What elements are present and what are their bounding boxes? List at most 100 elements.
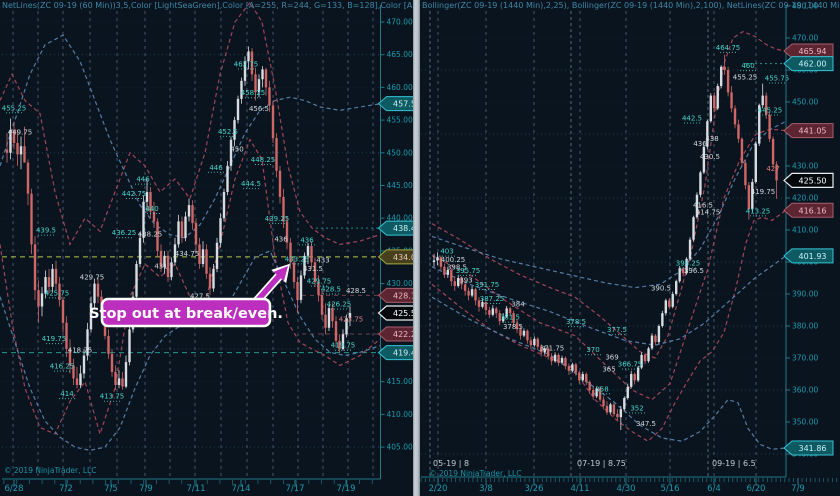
svg-text:390.00: 390.00 xyxy=(792,290,818,299)
svg-text:440: 440 xyxy=(145,205,158,213)
svg-text:7/11: 7/11 xyxy=(186,484,205,494)
svg-text:370: 370 xyxy=(586,346,599,354)
svg-text:418.75: 418.75 xyxy=(68,346,93,354)
svg-text:09-19 | 6.5: 09-19 | 6.5 xyxy=(712,459,756,468)
price-badge-441.05: 441.05 xyxy=(783,123,834,139)
svg-text:460: 460 xyxy=(741,62,754,70)
svg-text:365: 365 xyxy=(602,365,615,373)
svg-text:413.25: 413.25 xyxy=(746,207,771,215)
svg-text:398.5: 398.5 xyxy=(447,264,467,272)
price-badge-425.50: 425.50 xyxy=(783,172,834,188)
time-axis[interactable]: 6/28 7/2 7/5 7/9 7/11 7/14 7/17 7/19 xyxy=(2,478,381,494)
svg-text:415.00: 415.00 xyxy=(387,377,413,386)
rollover-separators xyxy=(429,11,709,477)
svg-text:390.5: 390.5 xyxy=(651,284,671,292)
svg-text:395.75: 395.75 xyxy=(456,267,481,275)
svg-text:347.5: 347.5 xyxy=(636,420,656,428)
svg-text:405.00: 405.00 xyxy=(387,443,413,452)
svg-text:436: 436 xyxy=(693,140,707,148)
svg-text:378.5: 378.5 xyxy=(566,318,586,326)
svg-text:416.16: 416.16 xyxy=(799,206,827,215)
svg-text:398.25: 398.25 xyxy=(676,260,701,268)
svg-text:05-19 | 8: 05-19 | 8 xyxy=(433,459,469,468)
svg-text:366.75: 366.75 xyxy=(618,361,643,369)
svg-text:387.25: 387.25 xyxy=(480,295,505,303)
svg-text:7/9: 7/9 xyxy=(791,484,805,494)
svg-text:428.19: 428.19 xyxy=(393,291,413,300)
svg-text:431.5: 431.5 xyxy=(303,265,323,273)
svg-text:430.5: 430.5 xyxy=(700,153,720,161)
svg-text:445.00: 445.00 xyxy=(387,181,413,190)
svg-text:3/8: 3/8 xyxy=(479,484,493,494)
svg-text:433: 433 xyxy=(316,257,329,265)
svg-text:434.09: 434.09 xyxy=(393,253,413,262)
copyright-label: © 2019 NinjaTrader, LLC xyxy=(429,469,522,478)
indicator-bands xyxy=(431,30,787,450)
svg-text:6/20: 6/20 xyxy=(746,484,765,494)
svg-text:416.5: 416.5 xyxy=(693,201,713,209)
svg-text:460.00: 460.00 xyxy=(387,83,413,92)
svg-text:Stop out at break/even.: Stop out at break/even. xyxy=(89,306,283,322)
callout-annotation[interactable]: Stop out at break/even. xyxy=(89,263,290,328)
svg-text:429.75: 429.75 xyxy=(80,274,105,282)
price-badges: 465.94 462.00 441.05 425.50 416.16 401.93 341.… xyxy=(783,43,834,456)
price-axis[interactable]: 480.00470.00460.00450.00440.00430.00420.… xyxy=(785,2,818,478)
svg-text:419.75: 419.75 xyxy=(42,335,67,343)
svg-text:403: 403 xyxy=(440,248,453,256)
svg-text:3/26: 3/26 xyxy=(524,484,543,494)
svg-text:7/17: 7/17 xyxy=(285,484,304,494)
candlesticks xyxy=(432,54,778,430)
svg-text:7/14: 7/14 xyxy=(231,484,250,494)
svg-text:350.00: 350.00 xyxy=(792,418,818,427)
svg-text:371.75: 371.75 xyxy=(540,345,565,353)
svg-text:425.50: 425.50 xyxy=(393,309,413,318)
svg-text:438: 438 xyxy=(705,135,718,143)
svg-text:440.00: 440.00 xyxy=(387,214,413,223)
chart-canvas-60min[interactable]: 455.25 449.75 439.5 425.75 419.75 416.25 414 41… xyxy=(0,0,413,496)
svg-text:410.00: 410.00 xyxy=(387,410,413,419)
value-labels: 455.25 449.75 439.5 425.75 419.75 416.25 414 41… xyxy=(2,60,366,402)
svg-text:444.5: 444.5 xyxy=(241,180,261,188)
svg-text:380.00: 380.00 xyxy=(792,322,818,331)
svg-text:450.00: 450.00 xyxy=(387,148,413,157)
panel-splitter[interactable] xyxy=(413,0,420,496)
copyright-label: © 2019 NinjaTrader, LLC xyxy=(4,466,97,475)
svg-text:414.75: 414.75 xyxy=(696,209,721,217)
svg-text:07-19 | 8.75: 07-19 | 8.75 xyxy=(577,459,626,468)
price-badges: 457.51 438.48 434.09 428.19 425.50 422.29 419.… xyxy=(377,96,413,361)
svg-text:458.25: 458.25 xyxy=(241,89,266,97)
svg-text:377.5: 377.5 xyxy=(607,326,627,334)
svg-text:465.94: 465.94 xyxy=(799,47,827,56)
svg-text:419.44: 419.44 xyxy=(393,349,413,358)
svg-text:422.29: 422.29 xyxy=(393,330,413,339)
svg-text:396.5: 396.5 xyxy=(684,267,704,275)
svg-text:442.75: 442.75 xyxy=(122,190,147,198)
svg-text:7/9: 7/9 xyxy=(139,484,153,494)
svg-text:438.25: 438.25 xyxy=(138,231,163,239)
svg-text:410.00: 410.00 xyxy=(792,226,818,235)
svg-text:455.75: 455.75 xyxy=(765,75,790,83)
price-axis[interactable]: 470.00 465.00 460.00 455.00 450.00 445.00 440.… xyxy=(380,5,413,479)
svg-text:420.00: 420.00 xyxy=(792,194,818,203)
svg-text:7/5: 7/5 xyxy=(104,484,118,494)
horizontal-gridlines xyxy=(421,5,786,455)
svg-text:4/30: 4/30 xyxy=(616,484,635,494)
candlesticks xyxy=(5,46,352,390)
svg-text:428.5: 428.5 xyxy=(346,287,366,295)
svg-text:393: 393 xyxy=(459,276,472,284)
svg-text:425.75: 425.75 xyxy=(45,289,70,297)
svg-text:431: 431 xyxy=(154,263,167,271)
time-axis[interactable]: 2/20 3/8 3/26 4/11 4/30 5/16 6/4 6/20 7/9 xyxy=(420,476,838,494)
svg-text:462.75: 462.75 xyxy=(234,60,259,68)
svg-text:2/20: 2/20 xyxy=(428,484,447,494)
price-badge-425.50: 425.50 xyxy=(377,305,413,321)
svg-text:428.5: 428.5 xyxy=(321,285,341,293)
chart-title-60min: NetLines(ZC 09-19 (60 Min))3,5,Color [Li… xyxy=(2,1,413,10)
svg-text:446: 446 xyxy=(209,164,223,172)
svg-text:439.5: 439.5 xyxy=(36,227,56,235)
svg-text:449.75: 449.75 xyxy=(8,128,33,136)
price-badge-416.16: 416.16 xyxy=(783,202,834,218)
svg-text:416.25: 416.25 xyxy=(50,363,75,371)
svg-text:430.00: 430.00 xyxy=(792,162,818,171)
